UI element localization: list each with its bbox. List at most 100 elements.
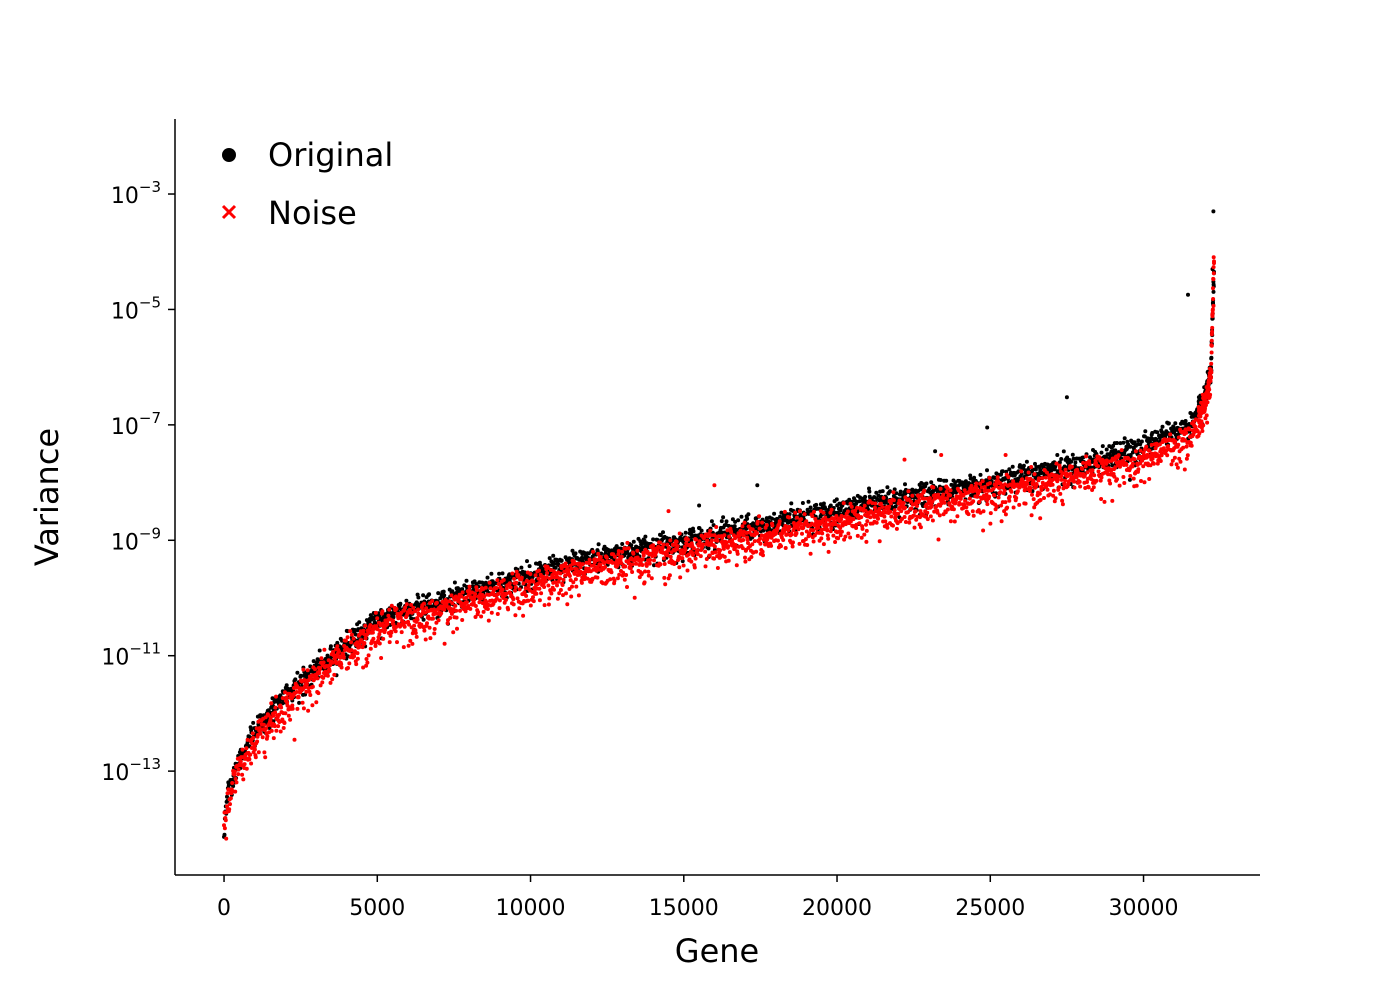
noise-point — [680, 556, 685, 561]
noise-point — [288, 717, 293, 722]
noise-point — [514, 569, 519, 574]
noise-point — [394, 625, 399, 629]
noise-point — [726, 558, 731, 563]
noise-point — [996, 495, 1001, 500]
noise-point — [1029, 513, 1034, 518]
noise-point — [432, 627, 437, 631]
original-point — [806, 499, 811, 504]
original-point — [709, 519, 714, 524]
original-point — [953, 480, 958, 485]
original-point — [231, 784, 236, 789]
noise-point — [1212, 261, 1216, 266]
noise-point — [283, 690, 287, 695]
noise-point — [1128, 474, 1133, 478]
legend-original-marker — [222, 148, 236, 162]
noise-point — [811, 528, 816, 533]
noise-point — [678, 575, 683, 580]
noise-point — [637, 562, 642, 567]
noise-point — [537, 568, 541, 573]
noise-point — [744, 530, 749, 535]
noise-point — [521, 613, 526, 618]
noise-point — [517, 606, 522, 611]
noise-point — [642, 580, 647, 585]
noise-point — [689, 559, 694, 564]
noise-point — [304, 689, 309, 694]
noise-point — [248, 752, 253, 757]
noise-point — [999, 503, 1004, 508]
noise-point — [256, 750, 261, 755]
original-point — [522, 570, 527, 575]
noise-point — [1138, 448, 1143, 453]
noise-point — [1003, 512, 1008, 517]
noise-point — [826, 549, 831, 554]
noise-point — [1204, 413, 1209, 418]
noise-point — [829, 507, 834, 512]
noise-point — [860, 526, 865, 531]
original-point — [1136, 438, 1141, 443]
noise-point — [410, 641, 415, 646]
original-point — [894, 491, 899, 496]
original-point — [1024, 459, 1029, 464]
noise-point — [482, 594, 487, 599]
noise-point — [691, 546, 696, 551]
noise-point — [685, 537, 690, 542]
noise-point — [407, 622, 411, 627]
noise-point — [380, 621, 385, 626]
noise-point — [873, 505, 877, 510]
noise-point — [591, 549, 596, 554]
noise-point — [1034, 482, 1039, 487]
noise-point — [667, 545, 671, 550]
noise-point — [553, 580, 558, 585]
noise-point — [883, 510, 888, 515]
noise-point — [539, 591, 544, 596]
noise-point — [1211, 271, 1216, 276]
original-point — [490, 579, 495, 584]
original-point — [416, 595, 421, 600]
noise-point — [542, 603, 547, 608]
noise-point — [261, 722, 266, 727]
noise-point — [1031, 478, 1036, 483]
noise-point — [797, 541, 802, 546]
original-point — [733, 519, 738, 524]
noise-point — [703, 564, 708, 569]
original-point — [719, 519, 724, 524]
noise-point — [668, 538, 673, 543]
noise-point — [942, 500, 947, 505]
noise-point — [786, 528, 791, 533]
noise-point — [398, 615, 403, 620]
noise-point — [556, 579, 561, 584]
noise-point — [938, 486, 943, 491]
noise-point — [585, 576, 590, 581]
noise-point — [812, 509, 816, 514]
original-point — [1171, 425, 1176, 429]
noise-point — [546, 602, 551, 607]
noise-point — [466, 604, 471, 608]
noise-point — [854, 522, 859, 527]
original-point — [1061, 449, 1066, 454]
original-point — [222, 832, 227, 837]
original-point — [500, 571, 505, 576]
original-point — [436, 591, 441, 596]
noise-point — [824, 517, 829, 522]
noise-point — [347, 661, 352, 666]
noise-point — [891, 490, 896, 495]
original-point — [1072, 464, 1077, 469]
noise-point — [1166, 444, 1171, 449]
noise-point — [565, 602, 570, 607]
noise-point — [794, 515, 799, 520]
original-point — [755, 483, 760, 488]
noise-point — [507, 581, 512, 586]
noise-point — [1209, 343, 1214, 348]
noise-point — [349, 640, 354, 645]
noise-point — [666, 509, 671, 514]
noise-point — [662, 575, 667, 580]
noise-point — [1074, 475, 1079, 480]
noise-point — [621, 570, 626, 575]
noise-point — [1036, 476, 1041, 481]
noise-point — [880, 505, 885, 509]
noise-point — [648, 558, 653, 562]
noise-point — [987, 475, 992, 480]
noise-point — [1054, 461, 1059, 466]
noise-point — [346, 666, 350, 670]
noise-point — [431, 616, 435, 621]
